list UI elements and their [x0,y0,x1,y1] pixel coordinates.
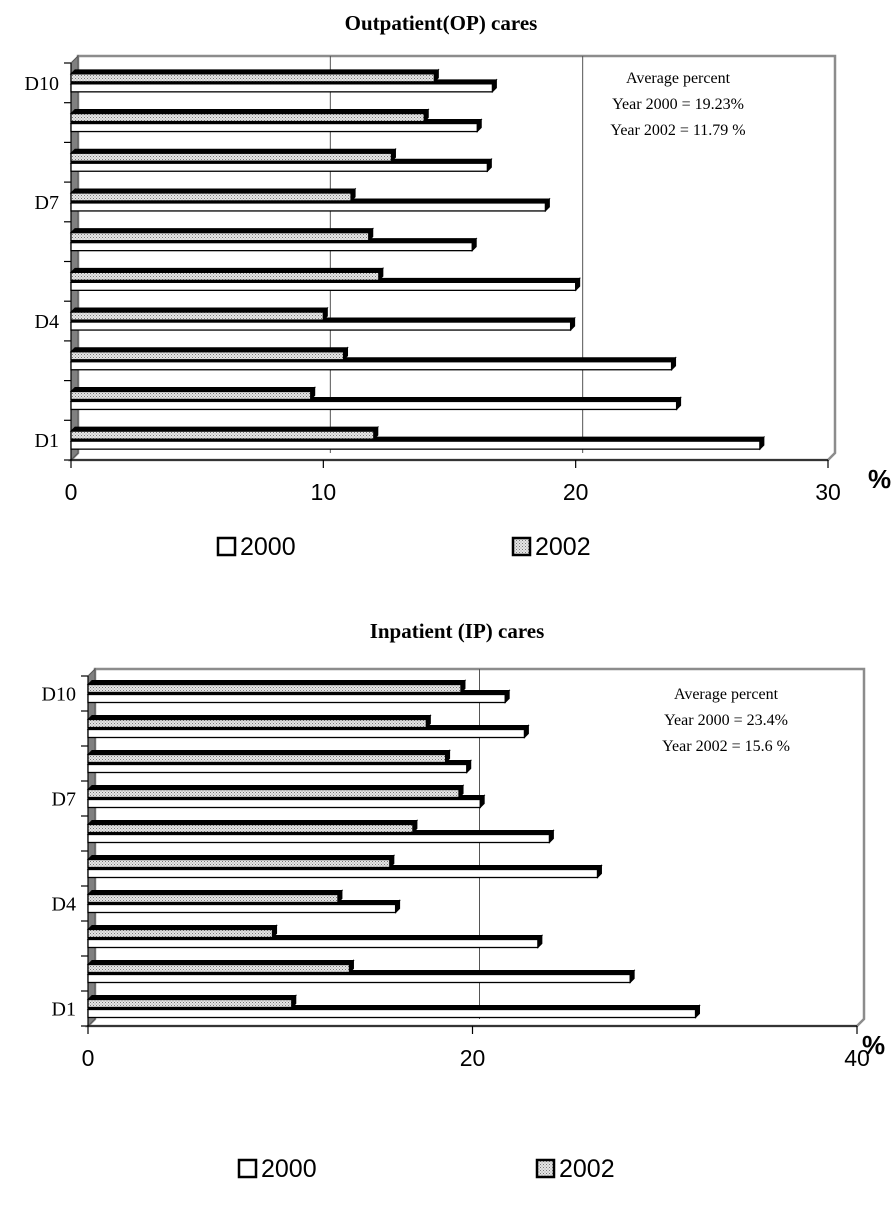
chart1-bar-2002-10 [70,73,436,83]
chart1-x-tick-label-0: 0 [65,479,78,505]
chart1-annotation-line-3: Year 2002 = 11.79 % [610,122,745,139]
chart1-bar-2002-8 [70,152,393,162]
chart1-bar-2000-6 [70,241,473,252]
chart2-bar-2000-10 [87,693,506,704]
chart2-legend-swatch-2000 [237,1158,258,1179]
chart2-bar-2002-9 [87,718,428,729]
chart1-legend-swatch-2000 [216,536,237,557]
chart2-bar-2002-5 [87,858,391,869]
chart1-x-tick-label-1: 10 [311,479,337,505]
chart2-bar-2000-8 [87,763,468,774]
chart1-bar-2000-1 [70,440,761,450]
chart1-x-tick-label-2: 20 [563,479,589,505]
chart2-category-label-D4: D4 [52,894,76,916]
chart2-category-label-D1: D1 [52,999,76,1021]
chart2-annotation-line-1: Average percent [674,686,779,703]
chart1-bar-2000-3 [70,361,673,371]
chart1-legend-label-2002: 2002 [535,533,591,561]
chart1-legend-swatch-2002 [511,536,532,557]
chart1-x-tick-label-3: 30 [815,479,841,505]
chart1-bar-2000-4 [70,321,572,331]
chart2-bar-2002-6 [87,823,414,834]
chart1-annotation-line-2: Year 2000 = 19.23% [612,96,744,113]
chart2-bar-2000-2 [87,973,631,984]
chart2-bar-2002-4 [87,893,339,904]
chart1-bar-2002-5 [70,271,380,282]
chart2-bar-2002-3 [87,928,274,939]
chart2-bar-2002-2 [87,963,351,974]
chart2-bar-2000-1 [87,1008,697,1019]
chart2-category-label-D7: D7 [52,789,76,811]
chart2-bar-2002-1 [87,998,293,1009]
chart1-bar-2000-8 [70,162,489,172]
chart1-unit-label: % [868,464,891,494]
chart2-legend-label-2002: 2002 [559,1155,615,1183]
chart1-bar-2002-1 [70,430,375,440]
chart2-annotation: Average percent Year 2000 = 23.4% Year 2… [662,686,790,755]
chart2-bar-2000-9 [87,728,526,739]
chart2-x-tick-label-0: 0 [82,1045,95,1071]
chart2-category-label-D10: D10 [42,684,76,706]
chart1-annotation: Average percent Year 2000 = 19.23% Year … [610,70,745,139]
chart1-bar-2002-7 [70,192,352,202]
chart1-bar-2002-2 [70,390,312,401]
chart2-bar-2000-6 [87,833,551,844]
chart2-unit-label: % [862,1030,885,1060]
chart1-bar-2000-7 [70,202,547,212]
chart2-plot: 0 20 40 D1 D4 D7 D10 2000 2002 [42,667,870,1183]
chart1-category-label-D10: D10 [25,73,59,95]
chart1-bar-2002-3 [70,351,345,361]
chart1-bar-2000-5 [70,281,577,292]
chart2-annotation-line-3: Year 2002 = 15.6 % [662,738,790,755]
chart1-bar-2000-10 [70,83,494,93]
chart1-bar-2000-9 [70,122,478,133]
chart1-legend-label-2000: 2000 [240,533,296,561]
chart1-bar-2000-2 [70,400,678,411]
chart1-annotation-line-1: Average percent [626,70,731,87]
chart2-bar-2000-4 [87,903,397,914]
chart2-bar-2002-10 [87,683,462,694]
chart1-category-label-D7: D7 [35,192,59,214]
chart1-category-label-D4: D4 [35,311,59,333]
chart2-x-tick-label-1: 20 [460,1045,486,1071]
chart1-category-label-D1: D1 [35,430,59,452]
chart2-legend-swatch-2002 [535,1158,556,1179]
chart2-legend-label-2000: 2000 [261,1155,317,1183]
chart1-bar-2002-4 [70,311,324,321]
chart2-bar-2002-7 [87,788,460,799]
chart2-annotation-line-2: Year 2000 = 23.4% [664,712,788,729]
chart2-title: Inpatient (IP) cares [370,619,545,643]
chart2-bar-2000-7 [87,798,481,809]
chart2-bar-2000-3 [87,938,539,949]
chart1-bar-2002-9 [70,112,425,123]
chart2-bar-2000-5 [87,868,599,879]
chart2-bar-2002-8 [87,753,447,764]
chart1-bar-2002-6 [70,231,370,242]
chart1-title: Outpatient(OP) cares [345,11,538,35]
chart2-x-tick-label-2: 40 [844,1045,870,1071]
chart1-plot: 0 10 20 30 D1 D4 D7 D10 2000 2002 [25,54,841,561]
